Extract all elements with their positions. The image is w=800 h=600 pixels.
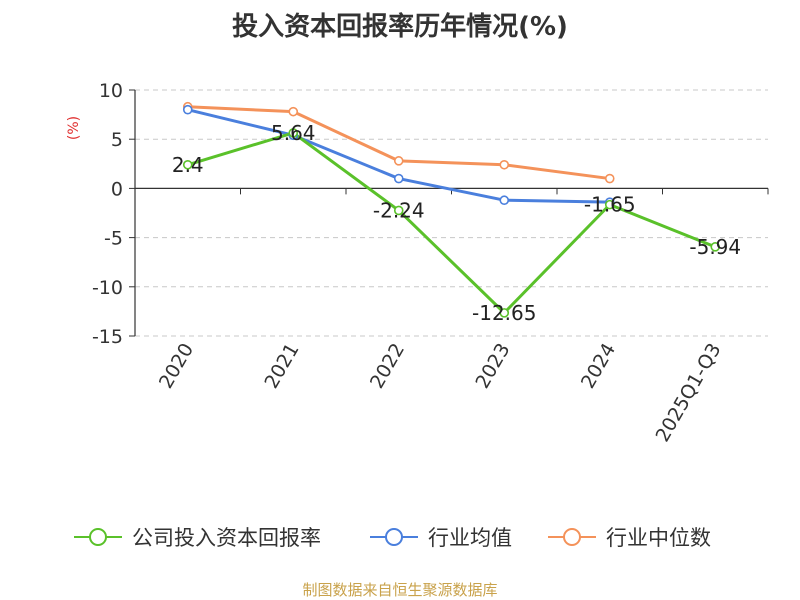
legend-label: 行业均值: [428, 526, 512, 550]
source-note: 制图数据来自恒生聚源数据库: [302, 581, 498, 599]
x-tick-label: 2022: [366, 340, 409, 393]
data-point: [604, 173, 615, 184]
y-tick-label: -5: [104, 228, 123, 250]
series-lines: [187, 105, 716, 315]
axes: [129, 89, 769, 337]
data-labels: 2.4 5.64 -2.24 -12.65 -1.65 -5.94: [172, 121, 741, 325]
y-tick-label: 10: [99, 80, 123, 102]
data-point: [604, 199, 615, 210]
series-points: [182, 101, 721, 318]
data-point: [499, 308, 510, 318]
data-point: [710, 242, 721, 252]
y-tick-label: -10: [92, 277, 123, 299]
data-label: -2.24: [373, 198, 425, 222]
data-point: [393, 156, 404, 166]
y-tick-label: 5: [111, 129, 123, 151]
data-label: 5.64: [271, 121, 316, 145]
y-tick-labels: 10 5 0 -5 -10 -15: [92, 80, 123, 348]
data-label: 2.4: [172, 153, 204, 177]
legend-marker: [89, 528, 107, 546]
x-tick-label: 2021: [260, 340, 303, 393]
data-point: [288, 106, 299, 117]
x-tick-label: 2025Q1-Q3: [652, 340, 726, 446]
legend: 公司投入资本回报率 行业均值 行业中位数: [74, 526, 711, 550]
y-tick-label: -15: [92, 326, 123, 348]
chart-title: 投入资本回报率历年情况(%): [232, 12, 568, 42]
series-line: [187, 131, 716, 315]
x-tick-labels: 2020 2021 2022 2023 2024 2025Q1-Q3: [155, 340, 726, 446]
data-point: [499, 159, 510, 170]
data-point: [182, 159, 193, 170]
x-tick-label: 2023: [471, 340, 514, 393]
data-point: [499, 195, 510, 206]
x-tick-label: 2024: [577, 340, 620, 393]
x-tick-label: 2020: [155, 340, 198, 393]
data-label: -5.94: [689, 235, 741, 259]
legend-marker: [563, 528, 581, 546]
data-label: -12.65: [472, 301, 536, 325]
legend-label: 行业中位数: [606, 526, 711, 550]
data-point: [393, 173, 404, 184]
legend-marker: [385, 528, 403, 546]
data-point: [288, 128, 299, 138]
y-axis-label: (%): [66, 116, 82, 140]
data-point: [182, 104, 193, 115]
legend-label: 公司投入资本回报率: [132, 526, 321, 550]
grid-lines: [135, 89, 768, 337]
y-tick-label: 0: [111, 178, 123, 200]
data-point: [393, 205, 404, 216]
data-label: -1.65: [584, 193, 636, 217]
series-line: [187, 105, 610, 181]
